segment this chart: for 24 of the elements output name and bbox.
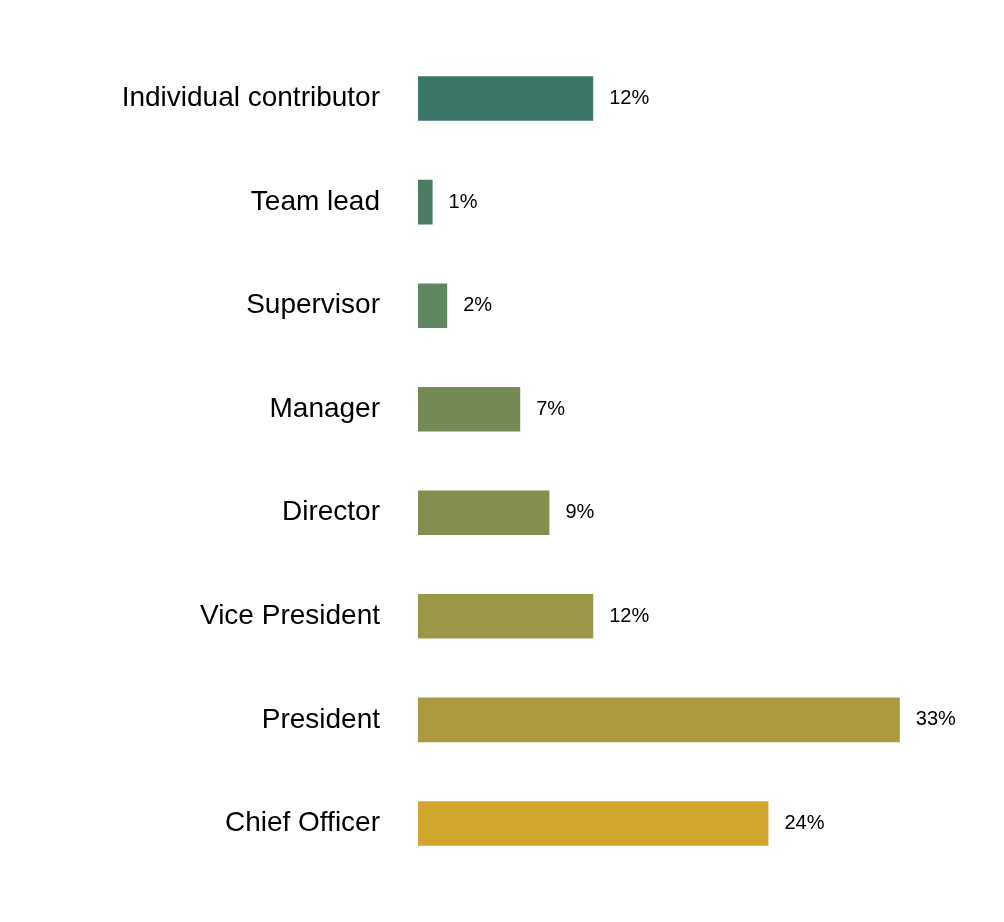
data-label: 33%: [915, 707, 957, 730]
y-tick-label: Supervisor: [246, 288, 380, 320]
bar: [418, 594, 594, 639]
y-tick-label: Director: [281, 495, 380, 527]
data-label: 7%: [536, 396, 566, 419]
bar: [418, 801, 769, 846]
bar: [418, 283, 448, 328]
bar: [418, 490, 550, 536]
bar: [418, 386, 521, 432]
bar: [418, 697, 900, 743]
data-label: 2%: [463, 293, 493, 316]
y-tick-label: Vice President: [199, 599, 381, 631]
data-label: 12%: [609, 86, 650, 109]
bar: [418, 179, 433, 225]
data-label: 12%: [609, 603, 650, 626]
data-label: 24%: [784, 810, 825, 833]
y-tick-label: Chief Officer: [224, 806, 380, 838]
y-tick-label: Manager: [269, 391, 380, 423]
y-tick-label: Individual contributor: [121, 81, 380, 113]
y-tick-label: President: [261, 702, 381, 734]
data-label: 9%: [565, 500, 595, 523]
bar: [418, 76, 594, 121]
data-label: 1%: [448, 189, 478, 212]
y-tick-label: Team lead: [250, 184, 380, 216]
